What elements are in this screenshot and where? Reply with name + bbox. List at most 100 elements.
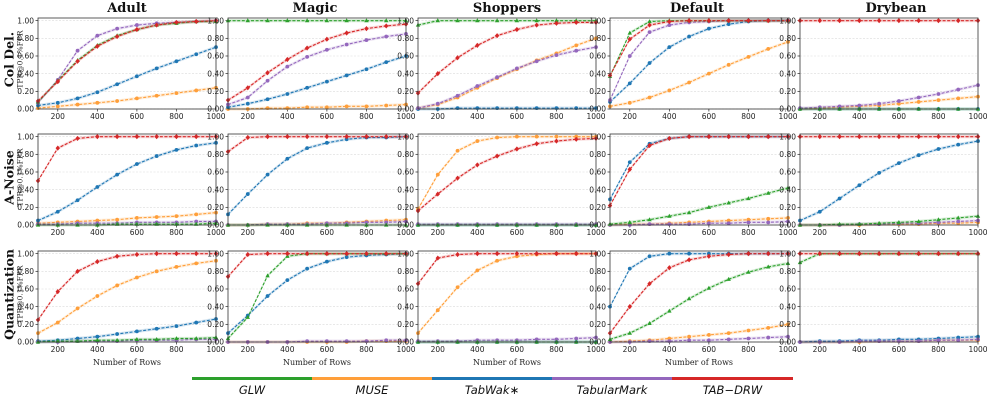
data-point	[154, 336, 159, 341]
data-point	[265, 97, 270, 102]
data-point	[495, 135, 500, 140]
data-point	[766, 325, 771, 330]
data-point	[324, 134, 330, 140]
data-point	[956, 251, 961, 257]
data-point	[455, 18, 460, 23]
x-tick-label: 400	[852, 228, 867, 237]
data-point	[554, 106, 559, 111]
data-point	[916, 134, 921, 140]
data-point	[574, 106, 579, 111]
data-point	[916, 219, 921, 224]
data-point	[746, 196, 751, 201]
data-point	[746, 18, 751, 24]
data-point	[837, 196, 842, 201]
data-point	[936, 220, 941, 225]
x-tick-label: 1000	[206, 345, 225, 354]
y-tick-label: 0.80	[397, 267, 414, 276]
series-line	[227, 23, 407, 101]
series-tabwak	[36, 317, 218, 344]
series-glw	[607, 260, 791, 341]
series-band	[228, 135, 406, 216]
x-tick-label: 600	[320, 345, 335, 354]
legend-label: TAB−DRW	[702, 383, 763, 397]
series-tab-drw	[797, 18, 981, 24]
panel-magic-a-noise: 0.00 0.20 0.40 0.60 0.80 1.00 200 400 600 800 1000	[207, 132, 415, 237]
x-tick-label: 800	[359, 345, 374, 354]
series-line	[417, 137, 597, 212]
x-tick-label: 800	[549, 228, 564, 237]
data-point	[265, 251, 270, 257]
data-point	[75, 306, 80, 311]
data-point	[344, 30, 349, 36]
series-band	[418, 136, 596, 213]
data-point	[514, 134, 519, 139]
data-point	[95, 134, 100, 140]
data-point	[956, 87, 961, 92]
y-tick-label: 0.20	[779, 203, 796, 212]
data-point	[687, 222, 692, 227]
x-tick-label: 800	[169, 112, 184, 121]
y-tick-label: 0.00	[207, 105, 224, 114]
data-point	[305, 105, 310, 110]
data-point	[916, 339, 921, 344]
y-tick-label: 0.60	[397, 168, 414, 177]
data-point	[154, 93, 159, 98]
data-point	[245, 95, 250, 100]
data-point	[245, 101, 250, 106]
data-point	[364, 134, 369, 140]
y-tick-label: 0.80	[589, 267, 606, 276]
data-point	[706, 204, 712, 209]
x-tick-label: 800	[741, 345, 756, 354]
x-tick-label: 1000	[778, 112, 797, 121]
data-point	[726, 218, 731, 223]
series-line	[37, 337, 217, 343]
series-line	[227, 55, 407, 108]
series-line	[417, 253, 596, 334]
data-point	[245, 314, 250, 319]
data-point	[324, 79, 329, 84]
y-tick-label: 0.80	[589, 34, 606, 43]
y-tick-label: 0.00	[397, 221, 414, 230]
y-tick-label: 0.40	[17, 69, 34, 78]
data-point	[384, 220, 389, 225]
data-point	[75, 336, 80, 341]
data-point	[245, 18, 250, 23]
data-point	[455, 148, 460, 153]
data-point	[475, 18, 480, 23]
data-point	[766, 220, 771, 225]
data-point	[245, 192, 250, 196]
data-point	[667, 45, 672, 50]
legend-item-tabularmark: TabularMark	[552, 373, 672, 401]
series-tabularmark	[416, 45, 598, 111]
x-tick-label: 800	[931, 112, 946, 121]
data-point	[75, 58, 80, 64]
series-line	[37, 212, 217, 224]
y-tick-label: 0.60	[779, 168, 796, 177]
panel-shoppers-col-del-: 0.00 0.20 0.40 0.60 0.80 1.00 200 400 600 800 1000	[397, 16, 605, 121]
data-point	[115, 99, 120, 103]
data-point	[956, 134, 961, 140]
data-point	[154, 134, 159, 140]
data-point	[75, 102, 80, 107]
series-line	[227, 253, 406, 339]
panel-adult-a-noise: 0.00 0.20 0.40 0.60 0.80 1.00 200 400 600 800 1000	[17, 132, 225, 237]
data-point	[475, 162, 480, 168]
x-tick-label: 200	[51, 228, 66, 237]
data-point	[647, 217, 652, 222]
data-point	[435, 308, 440, 313]
data-point	[324, 18, 330, 23]
data-point	[174, 214, 179, 219]
data-point	[916, 95, 921, 100]
y-tick-label: 0.40	[397, 302, 414, 311]
data-point	[494, 33, 500, 39]
legend-label: TabWak∗	[464, 383, 520, 397]
data-point	[305, 339, 310, 344]
series-tab-drw	[415, 135, 599, 214]
data-point	[55, 209, 60, 214]
series-band	[418, 20, 596, 95]
y-tick-label: 0.80	[397, 34, 414, 43]
data-point	[494, 153, 500, 159]
y-tick-label: 0.00	[397, 338, 414, 347]
data-point	[174, 324, 179, 328]
series-line	[418, 337, 597, 342]
